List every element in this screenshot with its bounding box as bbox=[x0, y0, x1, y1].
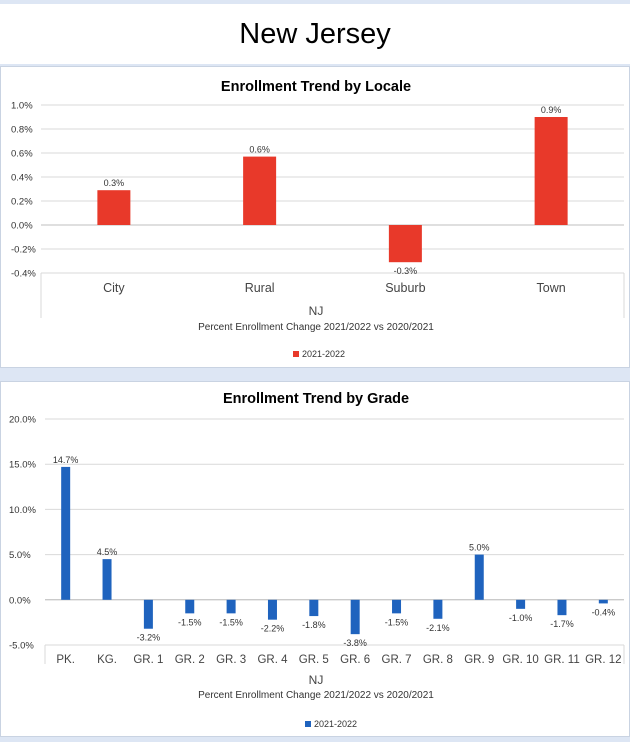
bar bbox=[309, 599, 319, 617]
data-label: 0.6% bbox=[249, 145, 270, 155]
category-label: GR. 3 bbox=[216, 654, 246, 666]
data-label: -1.7% bbox=[550, 619, 574, 629]
data-label: 0.9% bbox=[541, 105, 562, 115]
data-label: 0.3% bbox=[104, 178, 125, 188]
bar bbox=[243, 156, 277, 225]
bar bbox=[97, 190, 131, 225]
data-label: -1.5% bbox=[385, 617, 409, 627]
category-label: GR. 10 bbox=[502, 654, 538, 666]
y-tick-label: 0.8% bbox=[11, 125, 33, 136]
bar bbox=[474, 554, 484, 600]
category-label: Suburb bbox=[385, 281, 425, 295]
data-label: -3.8% bbox=[343, 638, 367, 648]
category-label: GR. 7 bbox=[382, 654, 412, 666]
category-label: GR. 11 bbox=[544, 654, 580, 666]
data-label: -1.5% bbox=[219, 617, 243, 627]
chart-title: Enrollment Trend by Locale bbox=[221, 79, 411, 95]
bar bbox=[392, 599, 402, 614]
data-label: -1.8% bbox=[302, 620, 326, 630]
y-tick-label: 5.0% bbox=[9, 550, 31, 561]
category-label: KG. bbox=[97, 654, 117, 666]
data-label: -3.2% bbox=[137, 633, 161, 643]
category-label: GR. 2 bbox=[175, 654, 205, 666]
legend-swatch bbox=[305, 721, 311, 727]
legend: 2021-2022 bbox=[305, 719, 357, 729]
data-label: -1.0% bbox=[509, 613, 533, 623]
category-label: GR. 12 bbox=[585, 654, 621, 666]
category-label: GR. 9 bbox=[464, 654, 494, 666]
y-tick-label: 20.0% bbox=[9, 415, 36, 426]
category-label: GR. 4 bbox=[257, 654, 288, 666]
y-tick-label: 15.0% bbox=[9, 460, 36, 471]
bar bbox=[350, 599, 360, 635]
bar bbox=[102, 559, 112, 600]
y-tick-label: 0.0% bbox=[9, 595, 31, 606]
category-label: Rural bbox=[245, 281, 275, 295]
chart-subtitle: Percent Enrollment Change 2021/2022 vs 2… bbox=[198, 690, 434, 701]
chart-title: Enrollment Trend by Grade bbox=[223, 391, 409, 407]
bar bbox=[388, 225, 422, 263]
legend: 2021-2022 bbox=[293, 349, 345, 359]
bar bbox=[557, 599, 567, 616]
data-label: -0.4% bbox=[592, 607, 616, 617]
data-label: -1.5% bbox=[178, 617, 202, 627]
y-tick-label: -0.4% bbox=[11, 269, 36, 280]
y-tick-label: -5.0% bbox=[9, 641, 34, 652]
data-label: -2.2% bbox=[261, 624, 285, 634]
y-tick-label: 0.4% bbox=[11, 173, 33, 184]
category-label: GR. 6 bbox=[340, 654, 370, 666]
data-label: 14.7% bbox=[53, 455, 79, 465]
y-tick-label: 1.0% bbox=[11, 101, 33, 112]
locale-chart: Enrollment Trend by Locale 1.0% 0.8% 0.6% 0.… bbox=[11, 79, 625, 359]
bar bbox=[534, 117, 568, 225]
y-tick-label: 0.0% bbox=[11, 221, 33, 232]
data-label: -0.3% bbox=[394, 266, 418, 276]
legend-label: 2021-2022 bbox=[314, 719, 357, 729]
x-axis-label: NJ bbox=[309, 673, 324, 687]
y-tick-label: 10.0% bbox=[9, 505, 36, 516]
bar bbox=[143, 599, 153, 629]
legend-label: 2021-2022 bbox=[302, 349, 345, 359]
bar bbox=[61, 466, 71, 600]
category-label: City bbox=[103, 281, 125, 295]
data-label: -2.1% bbox=[426, 623, 450, 633]
grade-chart: Enrollment Trend by Grade 20.0% 15.0% 10.0%… bbox=[9, 391, 625, 729]
locale-chart-panel: Enrollment Trend by Locale 1.0% 0.8% 0.6% 0.… bbox=[0, 66, 630, 368]
bar bbox=[226, 599, 236, 614]
category-label: Town bbox=[537, 281, 566, 295]
chart-subtitle: Percent Enrollment Change 2021/2022 vs 2… bbox=[198, 322, 434, 333]
bar bbox=[185, 599, 195, 614]
bar bbox=[598, 599, 608, 604]
category-label: PK. bbox=[56, 654, 75, 666]
bar bbox=[267, 599, 277, 620]
y-tick-label: 0.6% bbox=[11, 149, 33, 160]
grade-chart-panel: Enrollment Trend by Grade 20.0% 15.0% 10.0%… bbox=[0, 381, 630, 737]
data-label: 5.0% bbox=[469, 543, 490, 553]
category-label: GR. 8 bbox=[423, 654, 453, 666]
y-tick-label: 0.2% bbox=[11, 197, 33, 208]
legend-swatch bbox=[293, 351, 299, 357]
data-label: 4.5% bbox=[97, 547, 118, 557]
bar bbox=[433, 599, 443, 619]
y-tick-label: -0.2% bbox=[11, 245, 36, 256]
category-label: GR. 5 bbox=[299, 654, 329, 666]
category-label: GR. 1 bbox=[133, 654, 163, 666]
x-axis-label: NJ bbox=[309, 304, 324, 318]
bar bbox=[516, 599, 526, 609]
page-title: New Jersey bbox=[0, 4, 630, 64]
